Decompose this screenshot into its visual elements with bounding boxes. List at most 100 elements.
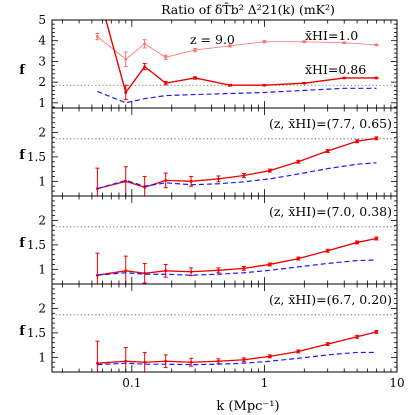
data-point: [164, 55, 168, 59]
y-tick-label: 1: [38, 350, 46, 364]
series-1: [95, 32, 379, 68]
data-point: [164, 81, 168, 85]
series-line: [97, 259, 377, 276]
data-point: [217, 177, 220, 181]
y-tick-label: 1.5: [27, 150, 46, 164]
data-point: [189, 270, 193, 274]
panel-3: 1 1.5 2f (z, x̄HI)=(7.0, 0.38): [19, 195, 398, 285]
data-point: [193, 48, 197, 52]
data-point: [302, 40, 306, 44]
annotation-bottom: x̄HI=0.86: [305, 62, 366, 77]
data-point: [268, 169, 272, 172]
data-point: [342, 41, 346, 45]
data-point: [124, 91, 128, 94]
data-point: [268, 354, 272, 358]
y-axis-label: f: [19, 63, 26, 78]
data-point: [268, 263, 272, 266]
panel-2: 1 1.5 2f (z, x̄HI)=(7.7, 0.65): [19, 107, 398, 197]
panel-1: 1 2 3 4 5 f z = 9.0 x̄HI=1.0 x̄HI=0.86: [19, 13, 398, 110]
x-axis-label: k (Mpc⁻¹): [216, 399, 279, 414]
y-tick-label: 3: [38, 54, 46, 68]
series-line: [97, 331, 377, 364]
y-axis-label: f: [19, 236, 26, 251]
annotation-panel-label: (z, x̄HI)=(6.7, 0.20): [269, 292, 392, 307]
series-line: [105, 20, 377, 95]
data-point: [189, 360, 193, 364]
data-point: [96, 361, 99, 365]
data-point: [242, 358, 246, 362]
y-tick-label: 1.5: [27, 326, 46, 340]
data-point: [143, 360, 147, 364]
y-tick-label: 1.5: [27, 238, 46, 252]
series-2: [97, 259, 377, 276]
data-point: [96, 35, 99, 38]
y-tick-label: 5: [38, 13, 46, 27]
y-tick-label: 1: [38, 96, 46, 110]
series-line: [97, 162, 377, 190]
series-line: [97, 351, 377, 366]
data-point: [296, 160, 300, 164]
series-2: [97, 351, 377, 366]
y-tick-label: 2: [38, 301, 46, 315]
data-point: [189, 179, 193, 183]
data-point: [217, 268, 220, 272]
data-point: [375, 330, 378, 334]
data-point: [143, 65, 147, 68]
x-tick-label: 0.1: [122, 376, 141, 390]
annotation-panel-label: (z, x̄HI)=(7.7, 0.65): [269, 116, 392, 131]
data-point: [193, 76, 197, 80]
data-point: [326, 342, 330, 346]
data-point: [375, 136, 378, 140]
data-point: [124, 57, 128, 61]
series-2: [97, 162, 377, 190]
series-line: [97, 237, 377, 276]
y-axis-label: f: [19, 324, 26, 339]
series-1: [95, 329, 379, 372]
data-point: [242, 174, 246, 177]
data-point: [228, 44, 232, 48]
data-point: [375, 237, 378, 240]
data-point: [164, 269, 168, 273]
data-point: [228, 83, 232, 87]
data-point: [263, 83, 266, 87]
data-point: [164, 359, 168, 363]
x-tick-label: 10: [389, 376, 404, 390]
data-point: [296, 350, 300, 353]
data-point: [375, 76, 378, 80]
data-point: [296, 257, 300, 260]
y-tick-label: 2: [38, 213, 46, 227]
data-point: [124, 269, 128, 273]
data-point: [164, 178, 168, 182]
series-1: [95, 136, 379, 196]
panel-4: 1 1.5 2f (z, x̄HI)=(6.7, 0.20): [19, 283, 398, 373]
data-point: [217, 359, 220, 363]
data-point: [263, 40, 266, 44]
data-point: [355, 241, 359, 244]
data-point: [124, 359, 128, 363]
annotation-top: x̄HI=1.0: [305, 28, 358, 43]
series-2: [105, 20, 379, 101]
annotation-redshift: z = 9.0: [190, 32, 235, 47]
y-tick-label: 2: [38, 125, 46, 139]
series-line: [97, 137, 377, 190]
y-tick-label: 1: [38, 174, 46, 188]
data-point: [355, 139, 359, 143]
series-line: [97, 87, 377, 104]
data-point: [326, 249, 330, 253]
data-point: [143, 42, 147, 46]
y-axis-label: f: [19, 148, 26, 163]
data-point: [242, 266, 246, 270]
annotation-panel-label: (z, x̄HI)=(7.0, 0.38): [269, 204, 392, 219]
data-point: [326, 149, 330, 153]
data-point: [302, 81, 306, 85]
chart-title: Ratio of δT̄b² Δ²21(k) (mK²): [161, 2, 335, 17]
x-tick-label: 1: [261, 376, 269, 390]
y-tick-label: 1: [38, 262, 46, 276]
y-tick-label: 4: [38, 34, 46, 48]
series-3: [97, 87, 377, 104]
series-line: [97, 36, 377, 60]
data-point: [355, 335, 359, 339]
